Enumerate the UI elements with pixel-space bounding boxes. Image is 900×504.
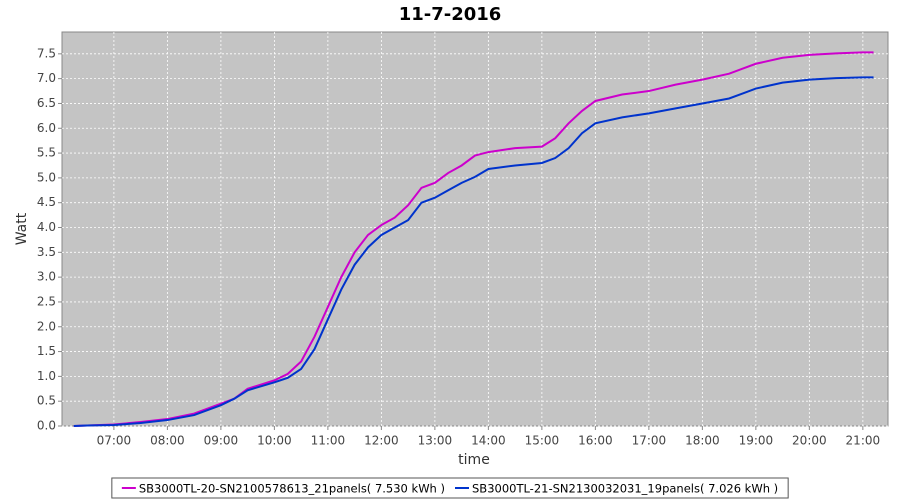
x-tick-label: 16:00 (578, 434, 613, 448)
x-tick-label: 09:00 (204, 434, 239, 448)
x-tick-label: 13:00 (418, 434, 453, 448)
y-tick-label: 5.5 (37, 146, 56, 160)
y-tick-label: 2.0 (37, 319, 56, 333)
y-tick-label: 7.0 (37, 71, 56, 85)
x-tick-label: 15:00 (525, 434, 560, 448)
x-tick-label: 18:00 (685, 434, 720, 448)
x-tick-label: 11:00 (311, 434, 346, 448)
legend-box (111, 477, 789, 499)
x-tick-label: 12:00 (364, 434, 399, 448)
y-tick-label: 1.0 (37, 369, 56, 383)
y-tick-label: 2.5 (37, 294, 56, 308)
y-tick-label: 3.0 (37, 270, 56, 284)
y-tick-label: 3.5 (37, 245, 56, 259)
y-axis-label: Watt (14, 212, 30, 245)
legend: SB3000TL-20-SN2100578613_21panels( 7.530… (111, 477, 789, 499)
plot-area (61, 31, 889, 427)
x-tick-label: 08:00 (150, 434, 185, 448)
x-tick-label: 07:00 (97, 434, 132, 448)
y-tick-label: 4.0 (37, 220, 56, 234)
series-line (73, 76, 874, 427)
y-tick-label: 4.5 (37, 195, 56, 209)
legend-label: SB3000TL-20-SN2100578613_21panels( 7.530… (139, 482, 445, 496)
y-tick-label: 0.5 (37, 394, 56, 408)
y-tick-label: 6.0 (37, 121, 56, 135)
x-tick-label: 19:00 (739, 434, 774, 448)
y-tick-label: 5.0 (37, 170, 56, 184)
y-tick-label: 6.5 (37, 96, 56, 110)
x-tick-label: 17:00 (632, 434, 667, 448)
x-tick-label: 21:00 (846, 434, 881, 448)
y-tick-label: 7.5 (37, 46, 56, 60)
legend-label: SB3000TL-21-SN2130032031_19panels( 7.026… (472, 482, 778, 496)
x-tick-label: 14:00 (471, 434, 506, 448)
x-axis-label: time (458, 452, 490, 468)
chart-title: 11-7-2016 (399, 4, 502, 25)
y-tick-label: 1.5 (37, 344, 56, 358)
x-tick-label: 20:00 (792, 434, 827, 448)
y-tick-label: 0.0 (37, 419, 56, 433)
x-tick-label: 10:00 (257, 434, 292, 448)
